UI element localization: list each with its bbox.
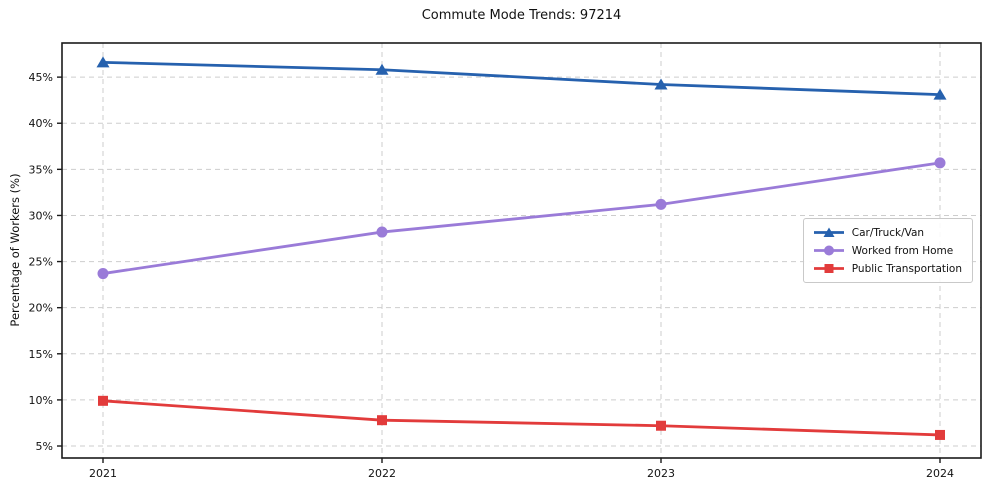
y-tick-label: 25% <box>29 256 53 269</box>
y-tick-label: 5% <box>36 440 53 453</box>
circle-marker-icon <box>813 245 844 256</box>
series-marker-public-transportation <box>98 395 108 406</box>
x-tick-label: 2021 <box>89 467 117 480</box>
series-line-public-transportation <box>101 399 942 437</box>
y-tick-label: 35% <box>29 163 53 176</box>
x-tick-label: 2023 <box>647 467 675 480</box>
y-tick-label: 45% <box>29 71 53 84</box>
series-marker-car-truck-van <box>933 88 947 100</box>
series-line-car-truck-van <box>101 60 942 97</box>
series-marker-worked-from-home <box>97 268 109 280</box>
chart-title: Commute Mode Trends: 97214 <box>421 8 622 23</box>
legend-label: Car/Truck/Van <box>851 226 925 239</box>
legend-item-worked-from-home: Worked from Home <box>813 244 962 257</box>
series-marker-public-transportation <box>377 415 387 426</box>
legend-item-car-truck-van: Car/Truck/Van <box>813 226 962 239</box>
y-tick-label: 15% <box>29 348 53 361</box>
series-marker-public-transportation <box>935 429 945 440</box>
triangle-marker-icon <box>813 227 844 237</box>
y-tick-label: 40% <box>29 117 53 130</box>
legend-item-public-transportation: Public Transportation <box>813 262 962 275</box>
series-marker-worked-from-home <box>655 198 667 210</box>
series-marker-public-transportation <box>656 420 666 431</box>
series-marker-worked-from-home <box>376 226 388 238</box>
series-marker-worked-from-home <box>934 157 946 169</box>
series-marker-car-truck-van <box>96 56 110 68</box>
series-marker-car-truck-van <box>654 78 668 90</box>
y-tick-label: 20% <box>29 302 53 315</box>
series-marker-car-truck-van <box>375 63 389 75</box>
plot-border <box>61 42 982 459</box>
x-tick-label: 2024 <box>926 467 954 480</box>
x-tick-label: 2022 <box>368 467 396 480</box>
legend-label: Public Transportation <box>851 262 962 275</box>
square-marker-icon <box>813 264 844 273</box>
y-tick-label: 10% <box>29 394 53 407</box>
series-line-worked-from-home <box>101 161 942 275</box>
legend-label: Worked from Home <box>851 244 954 257</box>
legend: Car/Truck/Van Worked from Home Public Tran… <box>802 218 973 283</box>
y-tick-label: 30% <box>29 209 53 222</box>
